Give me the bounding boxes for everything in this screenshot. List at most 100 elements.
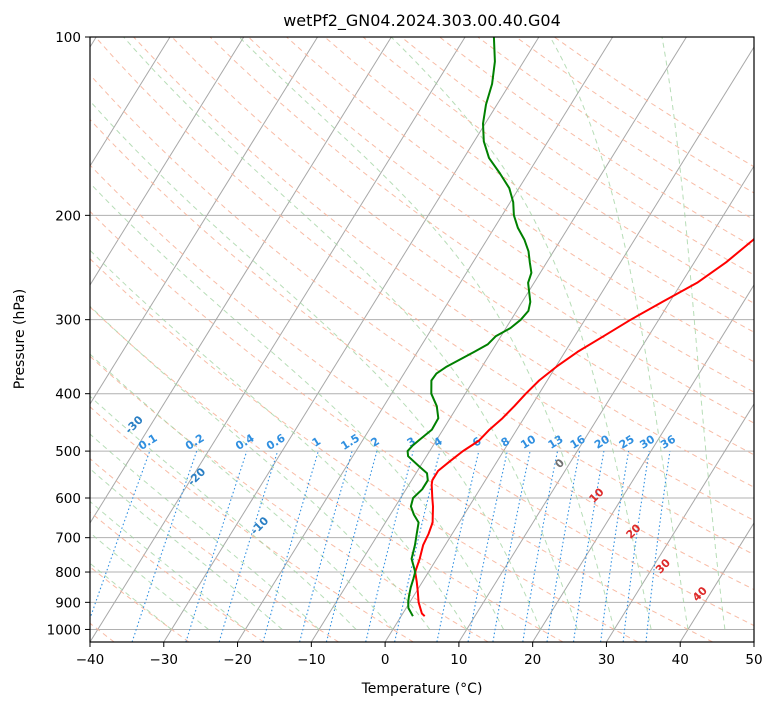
dry-adiabat-label: -40 <box>60 361 83 384</box>
dry-adiabat-line <box>90 74 754 556</box>
mixing-ratio-line <box>131 450 198 642</box>
mixing-ratio-label: 16 <box>568 432 588 451</box>
dry-adiabat-line <box>439 37 754 248</box>
mixing-ratio-line <box>622 451 650 642</box>
dry-adiabat-line <box>248 37 754 393</box>
moist-adiabat-line <box>123 37 578 630</box>
dry-adiabat-line <box>477 37 754 221</box>
profile-line-1 <box>414 237 754 617</box>
mixing-ratio-label: 0.4 <box>233 431 257 453</box>
mixing-ratio-label: 8 <box>499 435 512 450</box>
y-axis-label: Pressure (hPa) <box>12 289 28 389</box>
isotherm-line <box>679 522 754 642</box>
dry-adiabat-line <box>90 566 190 642</box>
mixing-ratio-line <box>90 450 151 621</box>
mixing-ratio-line <box>522 450 559 642</box>
moist-adiabat-line <box>90 500 246 630</box>
mixing-ratio-label: 13 <box>546 433 566 452</box>
isotherm-line <box>384 46 754 642</box>
x-tick-label: 40 <box>672 652 689 668</box>
mixing-ratio-line <box>299 450 353 642</box>
profile-lines <box>406 37 754 617</box>
mixing-ratio-line <box>365 450 414 642</box>
y-tick-label: 100 <box>55 30 81 46</box>
mixing-ratio-line <box>218 450 279 642</box>
x-tick-label: 30 <box>598 652 615 668</box>
dry-adiabat-line <box>554 37 754 168</box>
mixing-ratio-line <box>436 450 480 642</box>
isotherm-line <box>90 37 392 524</box>
x-tick-label: −40 <box>76 652 105 668</box>
y-tick-label: 500 <box>55 444 81 460</box>
moist-adiabat-line <box>238 37 615 630</box>
mixing-ratio-label: 25 <box>617 433 637 452</box>
isotherm-line <box>753 641 754 642</box>
x-tick-label: −10 <box>297 652 326 668</box>
x-tick-label: −30 <box>150 652 179 668</box>
dry-adiabat-label: -30 <box>123 413 146 436</box>
dry-adiabat-line <box>324 37 754 333</box>
mixing-ratio-line <box>185 450 248 642</box>
mixing-ratio-label: 1.5 <box>339 431 362 452</box>
mixing-ratio-label: 1 <box>310 435 323 450</box>
x-tick-label: 0 <box>381 652 390 668</box>
y-tick-label: 400 <box>55 387 81 403</box>
x-tick-label: 10 <box>450 652 467 668</box>
moist-adiabat-line <box>90 433 320 630</box>
mixing-ratio-line <box>645 451 671 642</box>
dry-adiabat-label: 40 <box>690 584 710 604</box>
x-tick-label: 20 <box>524 652 541 668</box>
mixing-ratio-label: 4 <box>431 434 445 449</box>
y-tick-label: 200 <box>55 208 81 224</box>
x-tick-label: 50 <box>745 652 762 668</box>
dry-adiabat-line <box>90 511 264 642</box>
moist-adiabat-line <box>90 249 468 630</box>
isotherm-line <box>90 37 245 286</box>
y-tick-label: 1000 <box>47 622 81 638</box>
isotherm-line <box>458 165 754 642</box>
mixing-ratio-line <box>262 450 319 642</box>
moist-adiabat-line <box>549 37 689 630</box>
moist-adiabat-line <box>661 37 726 630</box>
mixing-ratio-label: 2 <box>368 435 381 450</box>
y-tick-label: 600 <box>55 491 81 507</box>
dry-adiabat-line <box>90 406 414 642</box>
dry-adiabat-line <box>90 306 564 642</box>
profile-line-2 <box>406 37 533 617</box>
isotherm-line <box>90 37 466 642</box>
dry-adiabat-line <box>90 258 639 642</box>
dry-adiabat-label: 10 <box>587 485 607 505</box>
dry-adiabat-line <box>90 210 713 642</box>
moist-adiabat-line <box>90 468 283 630</box>
moist-adiabat-line <box>390 37 652 630</box>
dry-adiabat-line <box>171 37 754 456</box>
y-tick-label: 800 <box>55 565 81 581</box>
plot-frame <box>89 36 755 643</box>
moist-adiabat-line <box>90 353 394 630</box>
x-axis: −40 −30 −20 −10 0 10 20 30 40 50 <box>76 642 763 668</box>
mixing-ratio-line <box>467 450 508 642</box>
x-tick-label: −20 <box>223 652 252 668</box>
dry-adiabat-label: 20 <box>624 521 644 541</box>
mixing-ratio-line <box>325 450 378 642</box>
dry-adiabat-line <box>90 458 339 642</box>
dry-adiabat-line <box>95 37 754 522</box>
isotherm-line <box>532 284 754 642</box>
moist-adiabat-line <box>90 182 505 630</box>
y-tick-label: 300 <box>55 313 81 329</box>
isotherm-line <box>237 37 614 642</box>
mixing-ratio-label: 0.6 <box>264 431 288 453</box>
y-axis: 100 200 300 400 500 600 700 800 900 1000 <box>47 30 90 638</box>
mixing-ratio-label: 0.2 <box>183 431 206 452</box>
isotherm-line <box>163 37 540 642</box>
isotherm-line <box>90 37 318 405</box>
dry-adiabat-line <box>90 118 754 591</box>
moist-adiabat-line <box>90 532 209 630</box>
x-axis-label: Temperature (°C) <box>361 681 483 697</box>
dry-adiabat-label: 30 <box>653 556 673 576</box>
mixing-ratio-label: 10 <box>518 432 538 451</box>
dry-adiabat-line <box>286 37 754 363</box>
dry-adiabat-line <box>400 37 754 276</box>
isotherm-line <box>606 403 754 642</box>
